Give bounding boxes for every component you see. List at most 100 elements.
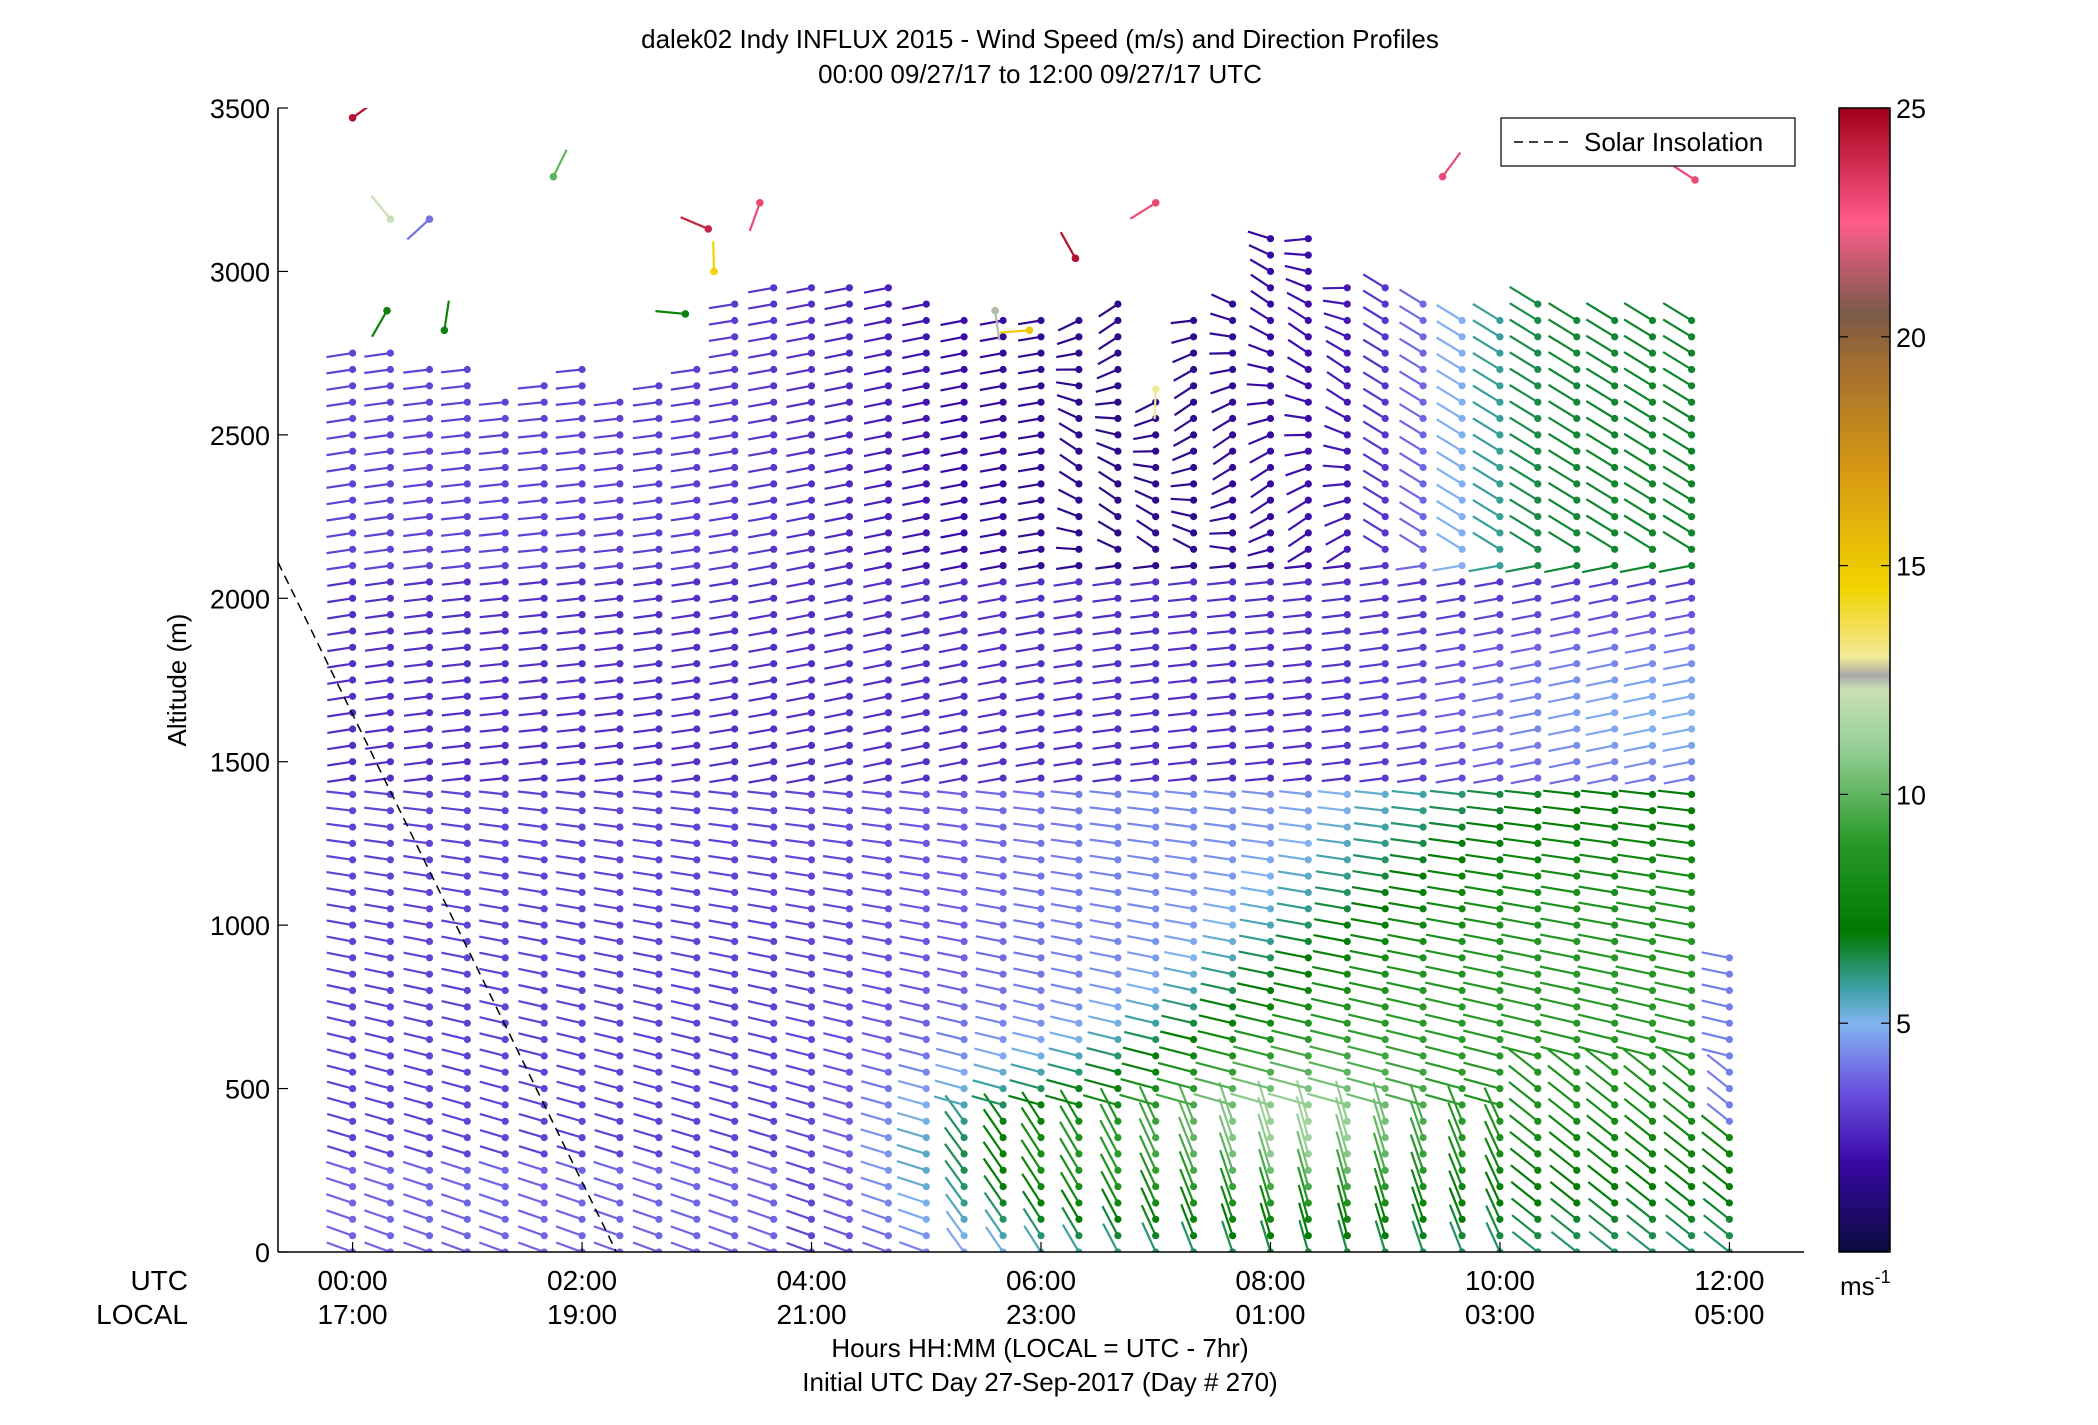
wind-barb-dot bbox=[845, 627, 854, 635]
wind-barb-shaft bbox=[632, 482, 660, 489]
wind-barb-dot bbox=[501, 1101, 509, 1109]
wind-barb-shaft bbox=[1098, 303, 1119, 318]
wind-barb-dot bbox=[1496, 872, 1504, 880]
wind-barb-dot bbox=[578, 709, 586, 717]
wind-barb-dot bbox=[425, 627, 434, 635]
wind-barb-shaft bbox=[556, 1032, 583, 1041]
wind-barb-dot bbox=[540, 709, 548, 717]
wind-barb-dot bbox=[770, 1068, 778, 1076]
wind-barb-shaft bbox=[1550, 613, 1578, 621]
wind-barb-dot bbox=[578, 921, 586, 929]
wind-barb-shaft bbox=[555, 903, 583, 910]
wind-barb-dot bbox=[1075, 447, 1083, 455]
wind-barb-dot bbox=[1343, 856, 1351, 864]
wind-barb-dot bbox=[1458, 611, 1466, 619]
wind-barb-shaft bbox=[785, 1032, 812, 1041]
wind-barb-dot bbox=[1152, 463, 1160, 472]
wind-barb-dot bbox=[1458, 398, 1466, 406]
wind-barb-shaft bbox=[896, 1111, 927, 1123]
wind-barb-shaft bbox=[670, 417, 697, 424]
wind-barb-shaft bbox=[1585, 351, 1616, 371]
wind-barb-dot bbox=[1419, 578, 1427, 586]
wind-barb-shaft bbox=[1662, 514, 1693, 534]
wind-barb-shaft bbox=[364, 1080, 391, 1090]
wind-barb-shaft bbox=[555, 1209, 583, 1221]
wind-barb-dot bbox=[1229, 758, 1237, 766]
wind-barb-shaft bbox=[863, 515, 889, 523]
wind-barb-dot bbox=[770, 1085, 778, 1093]
wind-barb-shaft bbox=[1706, 1053, 1731, 1074]
wind-barb-dot bbox=[1648, 349, 1657, 357]
wind-barb-shaft bbox=[670, 1241, 698, 1252]
wind-barb-shaft bbox=[555, 433, 583, 439]
wind-barb-shaft bbox=[824, 319, 850, 327]
wind-barb-dot bbox=[540, 594, 548, 602]
wind-barb-dot bbox=[1229, 1035, 1237, 1044]
wind-barb-shaft bbox=[1425, 949, 1463, 959]
wind-barb-shaft bbox=[1547, 465, 1578, 485]
upper-barb-dot bbox=[710, 267, 718, 276]
wind-barb-dot bbox=[845, 431, 854, 439]
wind-barb-dot bbox=[386, 823, 394, 831]
wind-barb-dot bbox=[463, 954, 471, 962]
wind-barb-dot bbox=[1229, 1166, 1237, 1174]
wind-barb-dot bbox=[1229, 611, 1237, 619]
wind-barb-dot bbox=[1229, 382, 1237, 390]
wind-barb-shaft bbox=[1463, 933, 1501, 943]
wind-barb-shaft bbox=[1623, 678, 1653, 687]
wind-barb-shaft bbox=[1017, 531, 1042, 538]
wind-barb-dot bbox=[578, 611, 586, 619]
wind-barb-dot bbox=[1534, 447, 1542, 455]
wind-barb-shaft bbox=[786, 319, 812, 327]
wind-barb-shaft bbox=[593, 838, 621, 845]
wind-barb-shaft bbox=[1472, 368, 1501, 387]
wind-barb-dot bbox=[1343, 921, 1351, 929]
wind-barb-dot bbox=[884, 1134, 893, 1142]
wind-barb-shaft bbox=[1008, 1094, 1042, 1106]
wind-barb-dot bbox=[425, 447, 434, 455]
wind-barb-dot bbox=[693, 365, 701, 374]
wind-barb-shaft bbox=[517, 1241, 545, 1252]
wind-barb-dot bbox=[1075, 414, 1083, 423]
wind-barb-shaft bbox=[824, 286, 850, 294]
wind-barb-dot bbox=[1381, 1019, 1389, 1027]
wind-barb-shaft bbox=[1282, 695, 1309, 701]
wind-barb-shaft bbox=[478, 482, 506, 488]
wind-barb-dot bbox=[1304, 1003, 1312, 1011]
wind-barb-dot bbox=[1573, 1068, 1581, 1076]
wind-barb-shaft bbox=[1089, 967, 1119, 976]
wind-barb-shaft bbox=[364, 871, 391, 878]
wind-barb-dot bbox=[1534, 1248, 1542, 1252]
wind-barb-dot bbox=[845, 333, 854, 341]
wind-barb-dot bbox=[1075, 741, 1083, 750]
wind-barb-dot bbox=[1152, 1035, 1160, 1044]
wind-barb-shaft bbox=[1258, 1148, 1272, 1187]
wind-barb-dot bbox=[1037, 578, 1045, 586]
wind-barb-dot bbox=[884, 545, 893, 553]
wind-barb-dot bbox=[731, 333, 739, 341]
wind-barb-dot bbox=[1419, 333, 1427, 341]
wind-barb-dot bbox=[999, 905, 1007, 913]
wind-barb-dot bbox=[884, 1085, 893, 1093]
wind-barb-dot bbox=[1573, 562, 1581, 570]
wind-barb-dot bbox=[1381, 349, 1389, 357]
wind-barb-shaft bbox=[593, 1016, 621, 1025]
wind-barb-shaft bbox=[984, 1209, 1005, 1237]
wind-barb-shaft bbox=[785, 1193, 812, 1205]
wind-barb-shaft bbox=[747, 1048, 774, 1057]
wind-barb-shaft bbox=[1701, 1164, 1731, 1188]
wind-barb-shaft bbox=[1662, 416, 1693, 436]
wind-barb-dot bbox=[349, 447, 357, 455]
wind-barb-dot bbox=[1688, 529, 1696, 537]
wind-barb-shaft bbox=[1050, 838, 1080, 845]
wind-barb-dot bbox=[960, 643, 968, 651]
wind-barb-shaft bbox=[979, 384, 1004, 392]
wind-barb-dot bbox=[1343, 790, 1351, 799]
wind-barb-dot bbox=[578, 382, 586, 390]
wind-barb-shaft bbox=[972, 1079, 1004, 1090]
wind-barb-shaft bbox=[1089, 983, 1119, 992]
wind-barb-dot bbox=[1075, 1183, 1083, 1191]
wind-barb-dot bbox=[1648, 496, 1657, 504]
wind-barb-dot bbox=[1229, 709, 1237, 717]
wind-barb-dot bbox=[693, 986, 701, 995]
